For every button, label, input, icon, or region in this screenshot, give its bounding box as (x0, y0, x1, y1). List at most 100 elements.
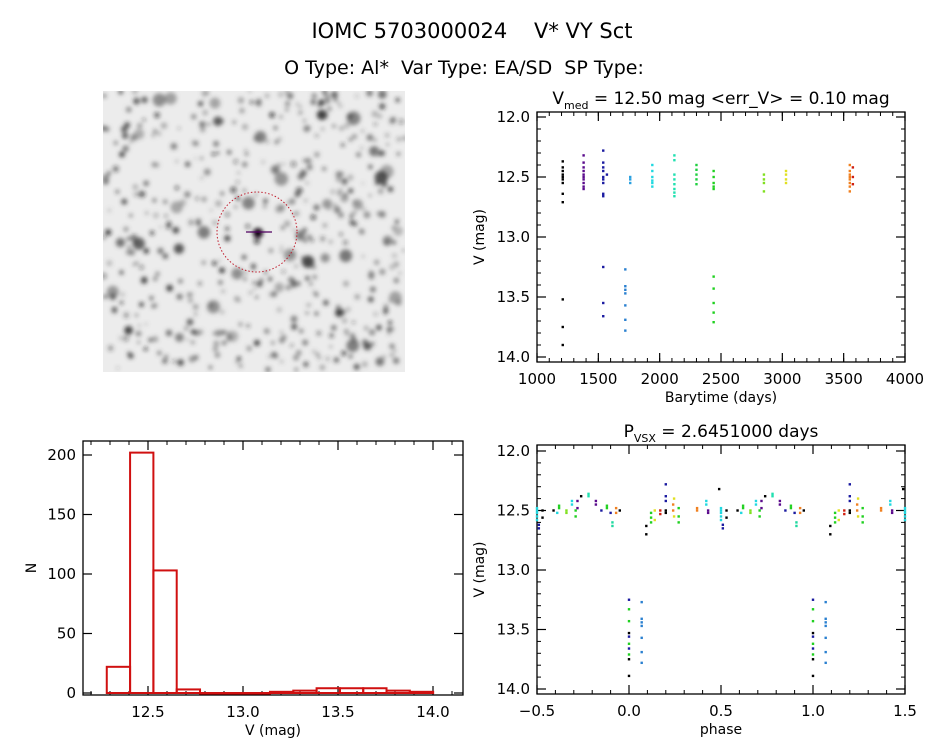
data-point (712, 287, 715, 290)
data-point (579, 495, 583, 498)
data-point (771, 495, 774, 498)
star-blob (157, 350, 162, 356)
star-blob (190, 329, 196, 335)
star-blob (172, 226, 180, 234)
star-blob (276, 307, 283, 313)
star-blob (341, 309, 347, 315)
star-blob (202, 109, 209, 116)
data-point (627, 608, 631, 611)
star-blob (294, 264, 298, 268)
star-blob (292, 228, 295, 231)
data-point (594, 499, 598, 503)
data-point (624, 329, 627, 332)
star-blob (136, 122, 143, 129)
data-point (848, 190, 851, 193)
star-blob (286, 201, 290, 205)
star-blob (129, 213, 133, 218)
star-blob (118, 91, 124, 95)
star-blob (214, 352, 221, 358)
star-blob (280, 245, 283, 249)
data-point (673, 178, 676, 181)
data-point (570, 499, 574, 503)
data-point (843, 512, 846, 516)
star-blob (193, 355, 199, 360)
star-blob (368, 274, 375, 280)
data-point (848, 483, 851, 486)
data-point (624, 318, 627, 321)
data-point (749, 511, 752, 515)
data-point (565, 509, 568, 512)
data-point (627, 647, 631, 650)
star-blob (195, 218, 202, 224)
star-blob (290, 161, 297, 168)
y-tick-label: 13.0 (497, 228, 530, 246)
star-blob (239, 108, 245, 114)
star-blob (322, 167, 326, 171)
star-blob (162, 253, 168, 259)
star-blob (315, 134, 319, 138)
data-point (784, 173, 788, 176)
star-blob (192, 304, 199, 310)
y-tick-label: 13.5 (497, 288, 530, 306)
star-blob (320, 253, 330, 263)
data-point (677, 506, 680, 510)
data-point (611, 521, 614, 524)
figure-title: IOMC 5703000024 V* VY Sct (311, 19, 632, 43)
star-blob (359, 228, 365, 235)
data-point (851, 183, 855, 186)
star-blob (396, 137, 402, 142)
star-blob (143, 180, 149, 187)
star-blob (154, 112, 160, 119)
star-blob (201, 91, 207, 96)
data-point (561, 325, 564, 329)
star-blob (265, 366, 271, 372)
data-point (889, 503, 892, 506)
histogram-bar (292, 689, 318, 694)
star-blob (139, 264, 144, 270)
data-point (811, 608, 815, 611)
star-blob (121, 198, 128, 205)
star-blob (232, 120, 236, 124)
data-point (712, 321, 715, 324)
star-blob (389, 353, 394, 358)
star-blob (151, 304, 156, 309)
star-blob (319, 235, 326, 242)
star-blob (133, 192, 139, 197)
data-point (784, 181, 788, 185)
star-blob (134, 313, 139, 318)
star-blob (148, 337, 153, 342)
x-axis-label: phase (700, 722, 742, 738)
data-point (556, 511, 559, 515)
star-blob (347, 174, 354, 181)
star-blob (211, 152, 216, 156)
data-point (587, 492, 590, 496)
star-blob (307, 234, 312, 240)
star-blob (114, 311, 118, 315)
data-point (671, 503, 675, 506)
target-circle (216, 191, 298, 273)
x-tick-label: 3000 (763, 370, 801, 388)
star-blob (209, 97, 221, 109)
data-point (856, 497, 860, 500)
star-blob (158, 225, 162, 229)
data-point (627, 642, 631, 645)
star-blob (361, 182, 365, 185)
star-blob (200, 127, 206, 133)
star-blob (256, 281, 263, 287)
star-blob (138, 190, 146, 198)
star-blob (285, 101, 291, 107)
star-blob (263, 270, 268, 275)
data-point (712, 185, 715, 188)
data-point (719, 506, 723, 510)
star-blob (393, 261, 400, 268)
data-point (640, 650, 643, 654)
data-point (719, 515, 723, 518)
histogram-bar (268, 690, 295, 694)
data-point (614, 506, 618, 510)
x-tick-label: 1000 (518, 370, 556, 388)
data-point (811, 619, 815, 623)
data-point (829, 533, 832, 536)
star-blob (312, 349, 316, 354)
star-blob (142, 118, 146, 122)
data-point (712, 181, 715, 185)
